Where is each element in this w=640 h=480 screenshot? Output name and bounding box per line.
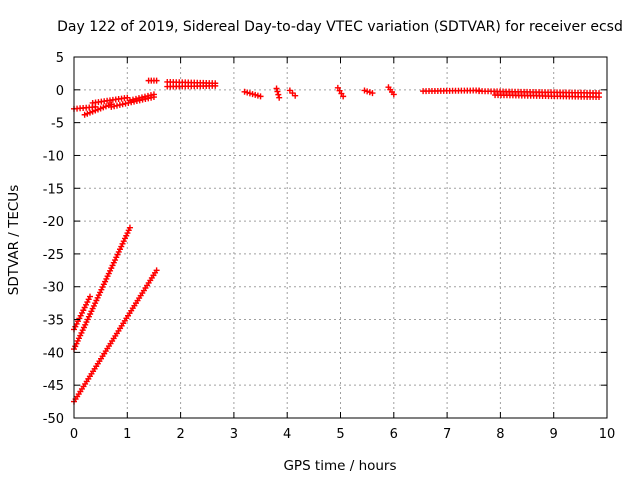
grid-lines [74, 57, 607, 418]
x-tick-label: 2 [176, 427, 184, 442]
y-tick-label: -5 [51, 117, 64, 132]
chart-title: Day 122 of 2019, Sidereal Day-to-day VTE… [57, 19, 623, 35]
data-point [150, 91, 157, 98]
x-tick-label: 1 [123, 427, 131, 442]
data-point [86, 293, 93, 300]
y-tick-label: -15 [43, 182, 64, 197]
data-point [153, 267, 160, 274]
y-tick-label: -40 [43, 346, 64, 361]
y-tick-label: 0 [56, 84, 64, 99]
y-tick-label: -50 [43, 412, 64, 427]
data-point [275, 91, 282, 98]
axis-ticks: 0 1 2 3 4 5 6 7 8 9 10 5 0 -5 -10 -15 -20 -25 -30 -35 -40 -45… [43, 51, 616, 442]
data-point [273, 85, 280, 92]
data-point [126, 224, 133, 231]
data-point [292, 92, 299, 99]
data-point [129, 96, 136, 103]
data-point [274, 88, 281, 95]
data-point [390, 91, 397, 98]
data-point [132, 95, 139, 102]
data-point [153, 77, 160, 84]
x-tick-label: 9 [550, 427, 558, 442]
x-tick-label: 7 [443, 427, 451, 442]
data-point [212, 82, 219, 89]
data-point [340, 93, 347, 100]
x-tick-label: 4 [283, 427, 291, 442]
data-point [135, 95, 142, 102]
y-tick-label: -20 [43, 215, 64, 230]
data-point [141, 93, 148, 100]
x-tick-label: 6 [390, 427, 398, 442]
x-tick-label: 0 [70, 427, 78, 442]
data-point [369, 90, 376, 97]
data-point [138, 94, 145, 101]
y-tick-label: -30 [43, 281, 64, 296]
data-points [71, 77, 603, 405]
data-point [257, 93, 264, 100]
y-tick-label: -45 [43, 379, 64, 394]
data-point [126, 97, 133, 104]
data-point [147, 92, 154, 99]
x-tick-label: 8 [496, 427, 504, 442]
x-tick-label: 3 [230, 427, 238, 442]
data-point [276, 94, 283, 101]
y-tick-label: 5 [56, 51, 64, 66]
y-tick-label: -35 [43, 314, 64, 329]
data-point [596, 94, 603, 101]
x-axis-label: GPS time / hours [283, 458, 396, 474]
x-tick-label: 10 [599, 427, 616, 442]
y-tick-label: -25 [43, 248, 64, 263]
x-tick-label: 5 [336, 427, 344, 442]
y-axis-label: SDTVAR / TECUs [6, 185, 22, 295]
data-point [144, 92, 151, 99]
y-tick-label: -10 [43, 149, 64, 164]
